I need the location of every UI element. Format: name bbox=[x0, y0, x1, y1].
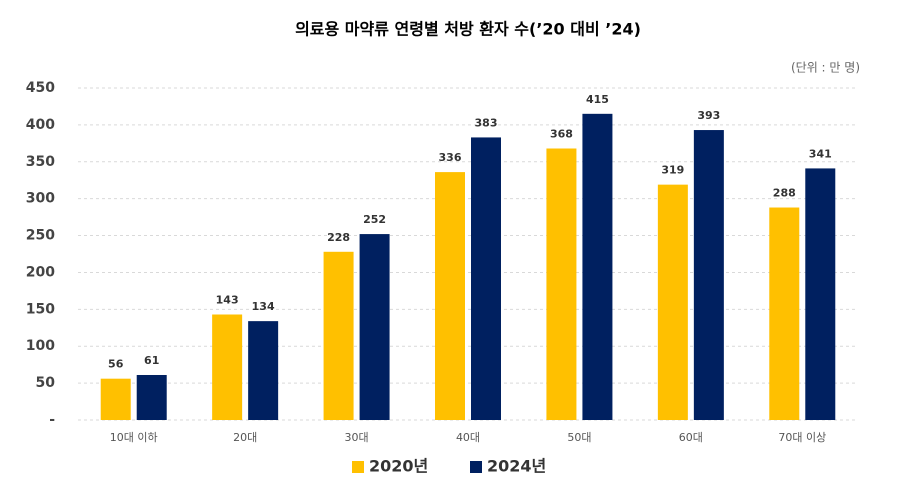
value-label: 134 bbox=[252, 300, 275, 313]
bar bbox=[546, 148, 577, 420]
y-tick-label: 50 bbox=[36, 375, 56, 391]
value-label: 56 bbox=[108, 358, 124, 371]
legend-swatch bbox=[352, 461, 364, 473]
chart-title: 의료용 마약류 연령별 처방 환자 수(’20 대비 ’24) bbox=[295, 20, 641, 39]
legend-label: 2024년 bbox=[487, 457, 546, 476]
bar bbox=[769, 207, 800, 420]
bar bbox=[323, 251, 354, 420]
y-tick-label: 450 bbox=[26, 80, 55, 96]
legend-label: 2020년 bbox=[369, 457, 428, 476]
unit-label: (단위 : 만 명) bbox=[791, 61, 860, 75]
value-label: 415 bbox=[586, 93, 609, 106]
bar bbox=[471, 137, 501, 421]
value-label: 341 bbox=[809, 147, 832, 160]
value-label: 383 bbox=[475, 116, 498, 129]
x-tick-label: 10대 이하 bbox=[110, 430, 158, 444]
bar bbox=[248, 321, 279, 420]
x-tick-label: 60대 bbox=[679, 431, 703, 444]
y-tick-label: 400 bbox=[26, 117, 55, 133]
bar bbox=[805, 168, 836, 420]
bar bbox=[136, 374, 167, 420]
y-tick-label: 350 bbox=[26, 154, 55, 170]
bar bbox=[582, 113, 613, 421]
value-label: 319 bbox=[661, 164, 684, 177]
x-tick-label: 40대 bbox=[456, 431, 480, 444]
bar bbox=[212, 314, 243, 420]
bar bbox=[657, 184, 688, 420]
y-tick-label: 100 bbox=[26, 338, 55, 354]
x-tick-label: 50대 bbox=[567, 431, 591, 444]
bar bbox=[100, 378, 131, 420]
value-label: 228 bbox=[327, 231, 350, 244]
value-label: 252 bbox=[363, 213, 386, 226]
x-tick-label: 20대 bbox=[233, 431, 257, 444]
value-label: 336 bbox=[439, 151, 462, 164]
bar bbox=[693, 130, 724, 420]
value-label: 288 bbox=[773, 187, 796, 200]
bar bbox=[435, 172, 465, 420]
x-tick-label: 30대 bbox=[345, 431, 369, 444]
y-tick-label: 250 bbox=[26, 228, 55, 244]
value-label: 393 bbox=[697, 109, 720, 122]
x-tick-label: 70대 이상 bbox=[778, 431, 826, 444]
y-tick-label: 300 bbox=[26, 191, 55, 207]
y-tick-label: 150 bbox=[26, 301, 55, 317]
bar bbox=[359, 234, 390, 420]
value-label: 368 bbox=[550, 127, 573, 140]
value-label: 143 bbox=[216, 293, 239, 306]
legend-swatch bbox=[470, 461, 482, 473]
y-tick-label: - bbox=[49, 412, 55, 428]
y-tick-label: 200 bbox=[26, 264, 55, 280]
value-label: 61 bbox=[144, 354, 159, 367]
